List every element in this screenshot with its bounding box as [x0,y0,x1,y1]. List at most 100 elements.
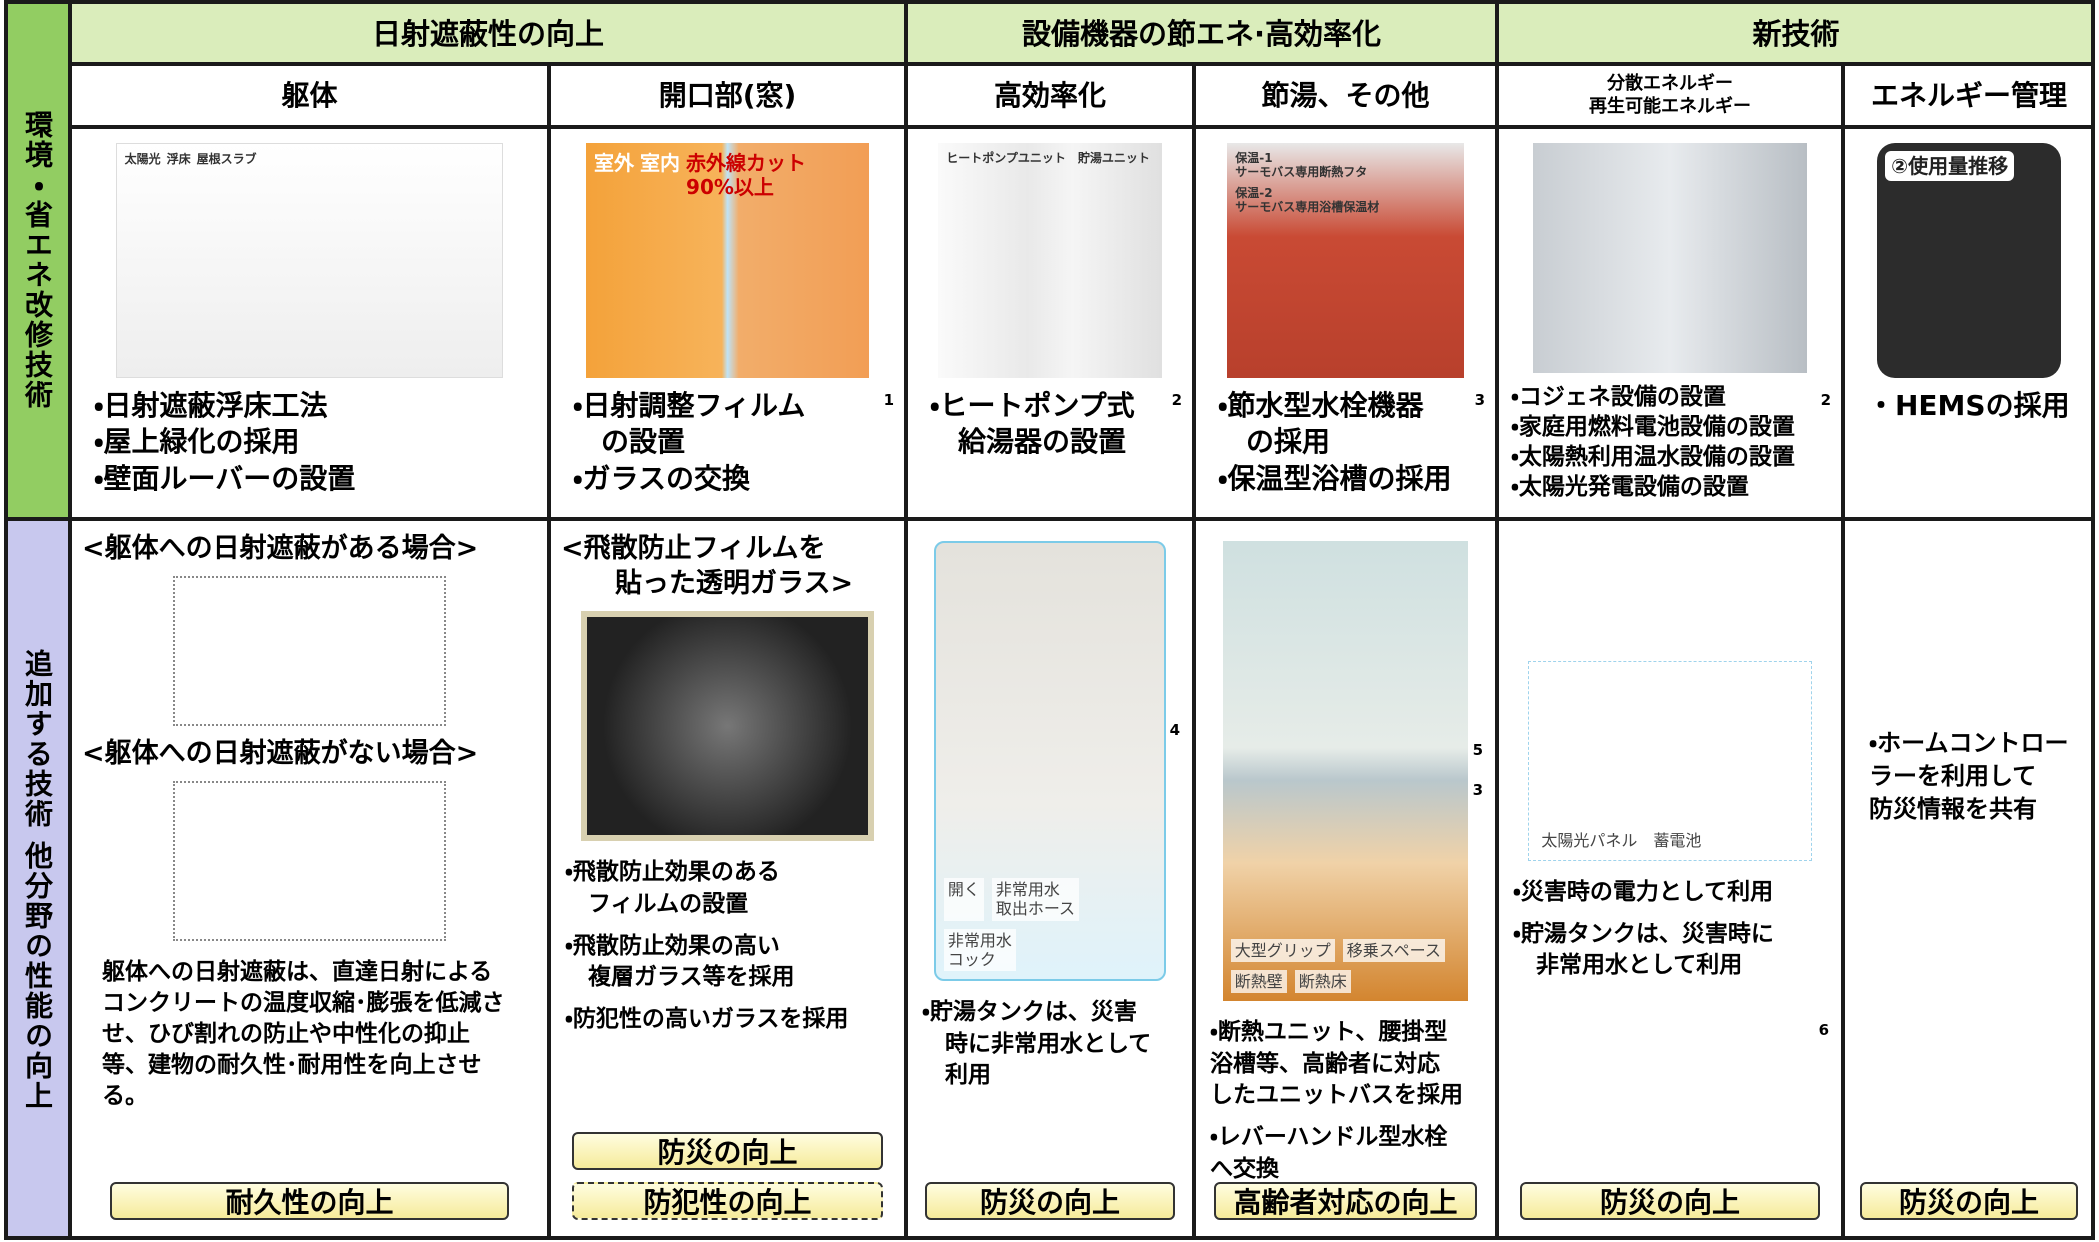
figure: 太陽光パネル 蓄電池 [1528,661,1812,861]
added-heading: <躯体への日射遮蔽がある場合> [82,533,479,564]
figure [580,611,875,842]
added-item: ・防犯性の高いガラスを採用 [565,1006,849,1033]
figure: 大型グリップ 移乗スペース断熱壁 断熱床 [1222,541,1469,1001]
figure: 開く 非常用水 取出ホース非常用水 コック [933,541,1167,981]
tech-cell: ②使用量推移・HEMSの採用 [1843,127,2095,519]
added-item: ・貯湯タンクは、災害 時に非常用水として 利用 [922,999,1152,1089]
tech-image: 太陽光 浮床 屋根スラブ [115,143,504,378]
footnote: 1 [883,391,894,409]
tech-item: ・コジェネ設備の設置 [1511,384,1726,411]
row-header: 追加する技術 他分野の性能の向上 [4,519,70,1240]
tech-cell: 太陽光 浮床 屋根スラブ・日射遮蔽浮床工法 ・屋上緑化の採用 ・壁面ルーバーの設置 [70,127,549,519]
footnote: 4 [1169,721,1180,739]
tech-item: ・屋上緑化の採用 [94,425,300,459]
group-title: 設備機器の節エネ·高効率化 [1021,17,1382,51]
tech-cell: 保温-1 サーモバス専用断熱フタ 保温-2 サーモバス専用浴槽保温材 3 ・節水型水栓… [1194,127,1497,519]
figure-label: 断熱壁 [1230,969,1287,993]
tech-list: ・HEMSの採用 [1857,388,2081,424]
image-label: 太陽光 [124,152,161,166]
added-cell: <躯体への日射遮蔽がある場合> <躯体への日射遮蔽がない場合> 躯体への日射遮蔽は、… [70,519,549,1240]
badge: 防犯性の向上 [572,1182,883,1220]
figure-label: 非常用水 取出ホース [991,878,1080,921]
tech-item: ・家庭用燃料電池設備の設置 [1511,414,1795,441]
image-label: 室外 [594,151,635,175]
tech-list: ・日射調整フィルム の設置 ・ガラスの交換 [563,388,892,497]
column-title: 躯体 [281,79,338,112]
tech-item: ・太陽光発電設備の設置 [1511,474,1749,501]
added-cell: ・ホームコントローラーを利用して 防災情報を共有防災の向上 [1843,519,2095,1240]
tech-list: ・コジェネ設備の設置・家庭用燃料電池設備の設置 ・太陽熱利用温水設備の設置 ・太陽光… [1511,383,1829,503]
tech-cell: 2 ・コジェネ設備の設置 ・家庭用燃料電池設備の設置 ・太陽熱利用温水設備の設置 ・太陽… [1497,127,1843,519]
tech-list: ・ヒートポンプ式 給湯器の設置 [920,388,1180,461]
figure [173,781,446,942]
badge: 防災の向上 [1519,1182,1821,1220]
column-title: 分散エネルギー 再生可能エネルギー [1589,73,1751,117]
figure [173,576,446,727]
added-heading: <躯体への日射遮蔽がない場合> [82,738,479,770]
image-label: 保温-1 サーモバス専用断熱フタ [1235,151,1368,180]
tech-item: ・日射遮蔽浮床工法 [94,389,328,422]
badge: 防災の向上 [1859,1182,2079,1220]
added-item: ・災害時の電力として利用 [1513,879,1774,905]
tech-item: ・壁面ルーバーの設置 [94,461,356,495]
tech-image: ②使用量推移 [1877,143,2061,378]
image-label: 室内 [640,151,681,175]
image-label: 保温-2 サーモバス専用浴槽保温材 [1235,185,1380,215]
figure-label: 開く [943,878,984,921]
tech-item: ・ガラスの交換 [573,461,750,495]
added-item: ・断熱ユニット、腰掛型 浴槽等、高齢者に対応 したユニットバスを採用 [1210,1019,1463,1109]
footnote: 2 [1171,391,1182,409]
added-cell: 大型グリップ 移乗スペース 断熱壁 断熱床 5 3 ・断熱ユニット、腰掛型 浴槽等、高齢者に… [1194,519,1497,1240]
group-header: 設備機器の節エネ·高効率化 [906,0,1497,64]
added-cell: <飛散防止フィルムを 貼った透明ガラス> ・飛散防止効果のある フィルムの設置 ・飛… [549,519,906,1240]
image-label: 浮床 [166,152,191,166]
figure-label: 移乗スペース [1342,938,1445,962]
badge: 防災の向上 [572,1132,883,1170]
added-item: ・レバーハンドル型水栓 へ交換 [1210,1124,1448,1182]
tech-item: ・太陽熱利用温水設備の設置 [1511,444,1795,471]
added-cell: 太陽光パネル 蓄電池 6 ・災害時の電力として利用・貯湯タンクは、災害時に 非常用水と… [1497,519,1843,1240]
row-header-text: 環境・省エネ改修技術 [21,109,54,410]
footnote: 5 [1472,741,1483,759]
tech-cell: 室外 室内 赤外線カット 90%以上 1 ・日射調整フィルム の設置 ・ガラスの交換 [549,127,906,519]
figure-label: 蓄電池 [1649,828,1706,852]
column-header: 開口部(窓) [549,64,906,127]
footnote: 3 [1472,781,1483,799]
tech-item: ・節水型水栓機器 の採用 [1218,389,1424,459]
added-item: ・貯湯タンクは、災害時に 非常用水として利用 [1513,920,1774,979]
tech-item: ・ヒートポンプ式 給湯器の設置 [930,389,1135,459]
column-header: 分散エネルギー 再生可能エネルギー [1497,64,1843,127]
group-title: 日射遮蔽性の向上 [371,17,604,51]
footnote: 6 [1818,1021,1829,1039]
row-header-text: 追加する技術 他分野の性能の向上 [21,648,54,1111]
badge: 高齢者対応の向上 [1213,1182,1478,1220]
column-header: 節湯、その他 [1194,64,1497,127]
column-title: 節湯、その他 [1261,79,1430,112]
tech-image [1533,143,1807,374]
column-title: 開口部(窓) [658,79,797,112]
column-header: 高効率化 [906,64,1194,127]
tech-item: ・保温型浴槽の採用 [1218,461,1452,495]
row-header: 環境・省エネ改修技術 [4,0,70,519]
added-item: ・ホームコントローラーを利用して 防災情報を共有 [1869,729,2069,824]
figure-label: 非常用水 コック [943,928,1016,971]
added-text: 躯体への日射遮蔽は、直達日射による コンクリートの温度収縮･膨張を低減さ せ、ひ… [102,959,505,1110]
tech-image: ヒートポンプユニット 貯湯ユニット [938,143,1162,378]
figure-label: 太陽光パネル [1537,828,1642,852]
added-item: ・飛散防止効果の高い 複層ガラス等を採用 [565,932,795,991]
figure-label: 断熱床 [1294,969,1351,993]
column-header: 躯体 [70,64,549,127]
group-header: 日射遮蔽性の向上 [70,0,906,64]
figure-label: 大型グリップ [1230,938,1335,962]
added-heading: <飛散防止フィルムを 貼った透明ガラス> [561,533,854,600]
tech-image: 室外 室内 赤外線カット 90%以上 [586,143,869,378]
footnote: 3 [1474,391,1485,409]
group-title: 新技術 [1752,17,1840,51]
badge: 防災の向上 [925,1182,1175,1220]
tech-cell: ヒートポンプユニット 貯湯ユニット 2 ・ヒートポンプ式 給湯器の設置 [906,127,1194,519]
group-header: 新技術 [1497,0,2095,64]
tech-item: ・日射調整フィルム の設置 [573,389,806,459]
image-label: ヒートポンプユニット 貯湯ユニット [946,151,1150,165]
tech-image: 保温-1 サーモバス専用断熱フタ 保温-2 サーモバス専用浴槽保温材 [1227,143,1464,378]
